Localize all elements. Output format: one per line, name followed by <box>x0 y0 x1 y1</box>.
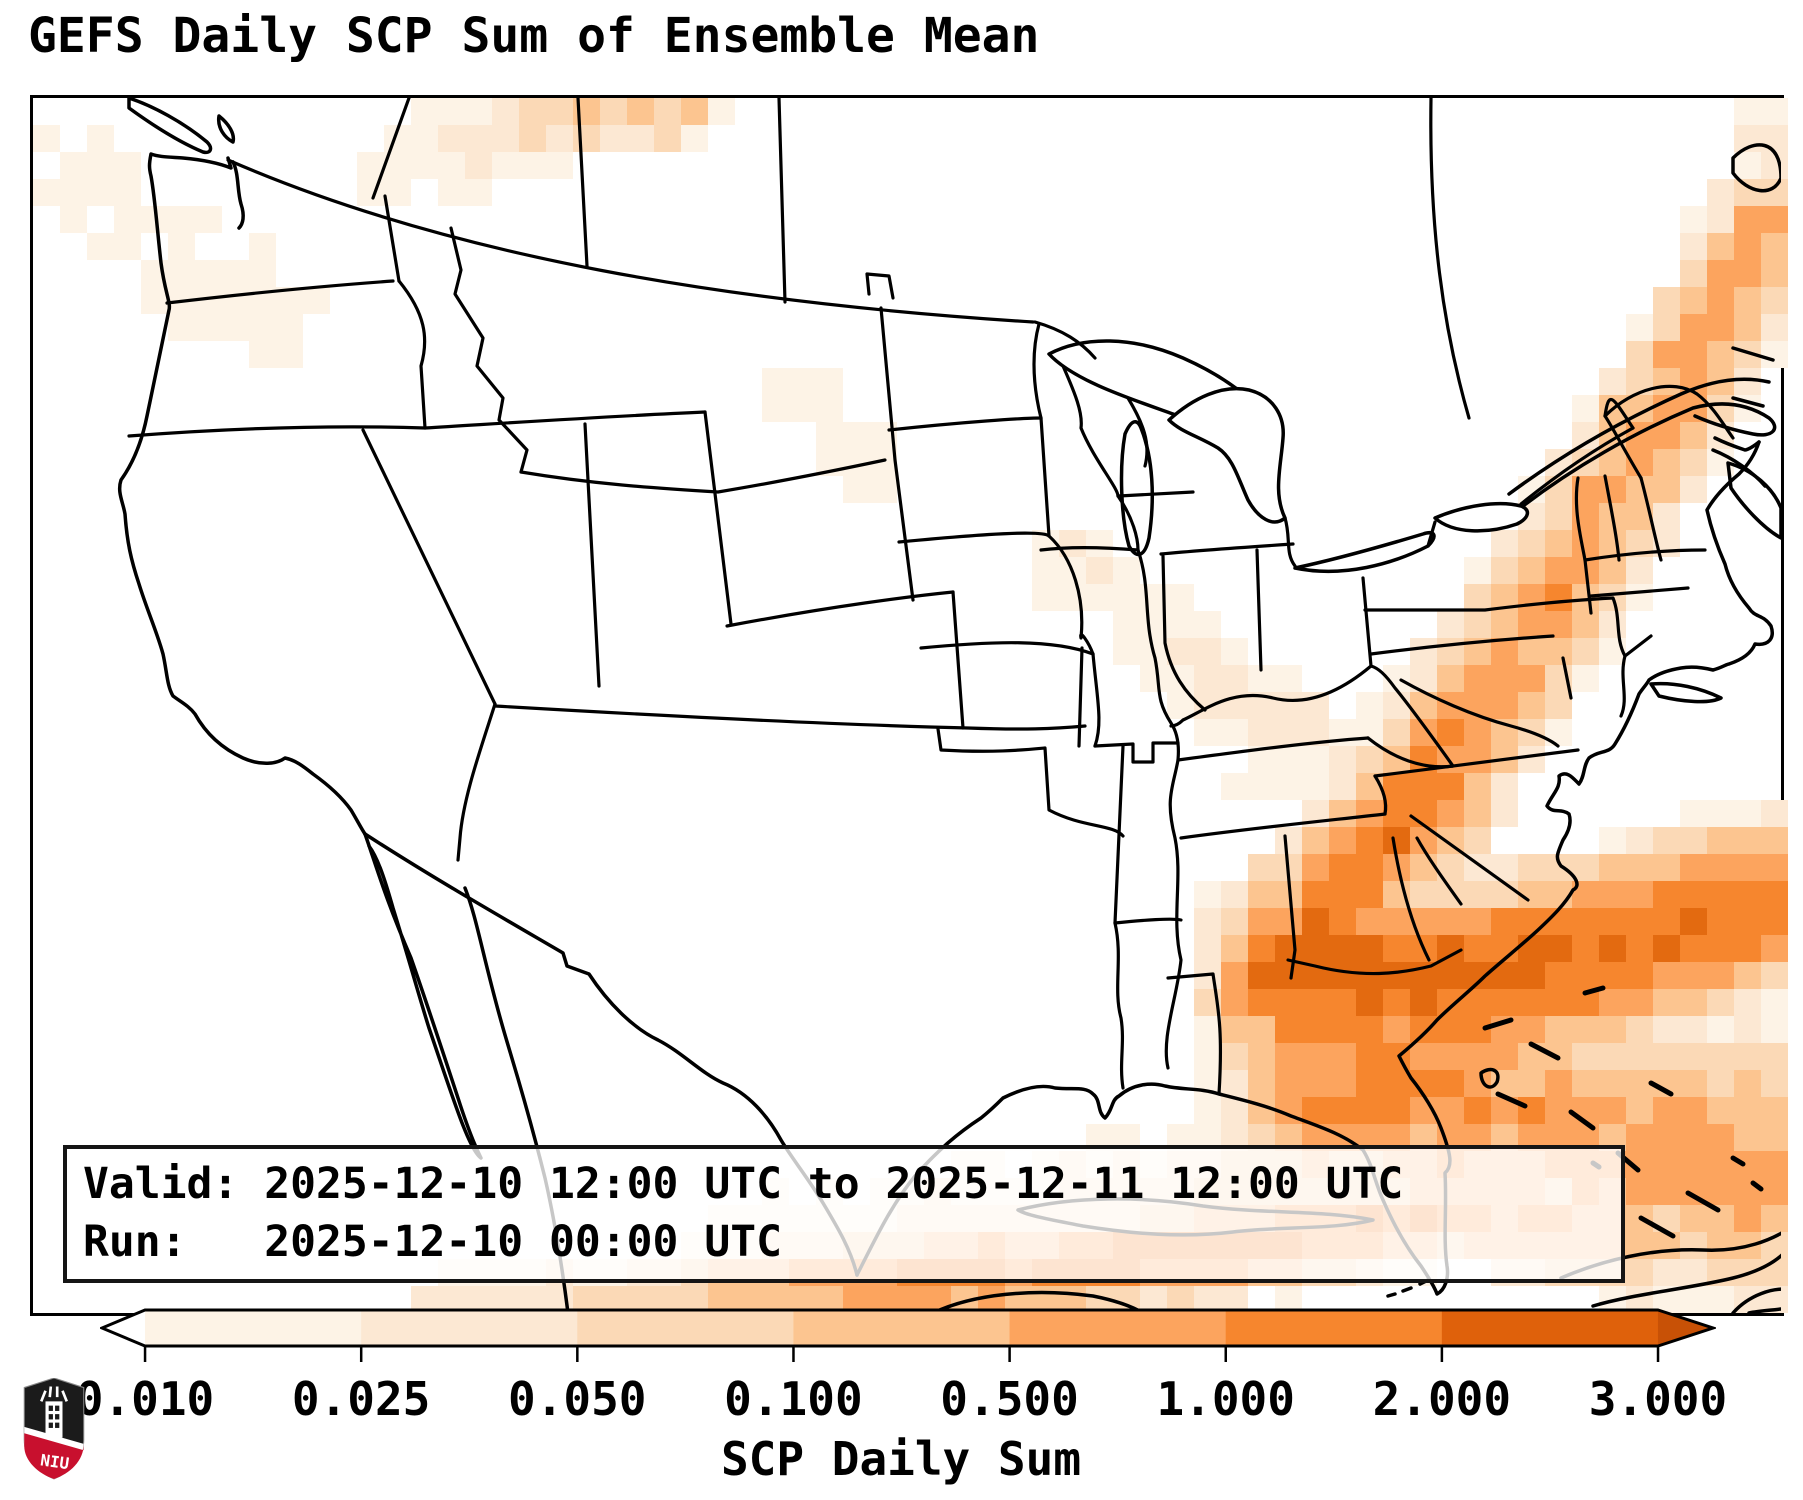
colorbar-tick-label: 0.050 <box>508 1372 647 1426</box>
map-canvas <box>30 95 1788 1316</box>
valid-run-infobox: Valid: 2025-12-10 12:00 UTC to 2025-12-1… <box>63 1145 1625 1283</box>
colorbar-title: SCP Daily Sum <box>720 1432 1082 1486</box>
map-linework <box>117 98 1781 1313</box>
niu-logo: NIU <box>23 1378 85 1480</box>
valid-line: Valid: 2025-12-10 12:00 UTC to 2025-12-1… <box>83 1159 1404 1209</box>
state-borders <box>127 98 1735 1096</box>
colorbar-tick-label: 2.000 <box>1372 1372 1512 1426</box>
colorbar-tick-label: 3.000 <box>1588 1372 1728 1426</box>
colorbar-tick-label: 0.500 <box>940 1372 1079 1426</box>
colorbar-tick-label: 0.010 <box>75 1372 215 1426</box>
colorbar-tick-label: 1.000 <box>1156 1372 1295 1426</box>
run-line: Run: 2025-12-10 00:00 UTC <box>83 1217 782 1267</box>
plot-title: GEFS Daily SCP Sum of Ensemble Mean <box>28 8 1040 64</box>
niu-red-band <box>24 1433 84 1479</box>
coastlines <box>117 98 1781 1313</box>
niu-tower <box>40 1386 68 1438</box>
great-lakes <box>1047 339 1530 574</box>
colorbar-tick-label: 0.025 <box>291 1372 431 1426</box>
colorbar <box>100 1308 1716 1362</box>
niu-text: NIU <box>39 1450 70 1473</box>
colorbar-tick-label: 0.100 <box>724 1372 863 1426</box>
